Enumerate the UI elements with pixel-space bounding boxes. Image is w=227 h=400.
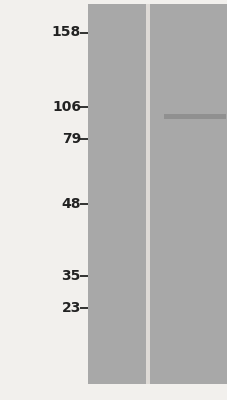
Text: 158: 158: [52, 26, 81, 40]
Text: 79: 79: [62, 132, 81, 146]
Text: 106: 106: [52, 100, 81, 114]
Text: 48: 48: [61, 196, 81, 210]
Bar: [87, 4, 145, 384]
Bar: [145, 4, 149, 384]
Bar: [149, 4, 227, 384]
Text: 23: 23: [61, 301, 81, 315]
Bar: [163, 114, 225, 118]
Text: 35: 35: [61, 269, 81, 283]
